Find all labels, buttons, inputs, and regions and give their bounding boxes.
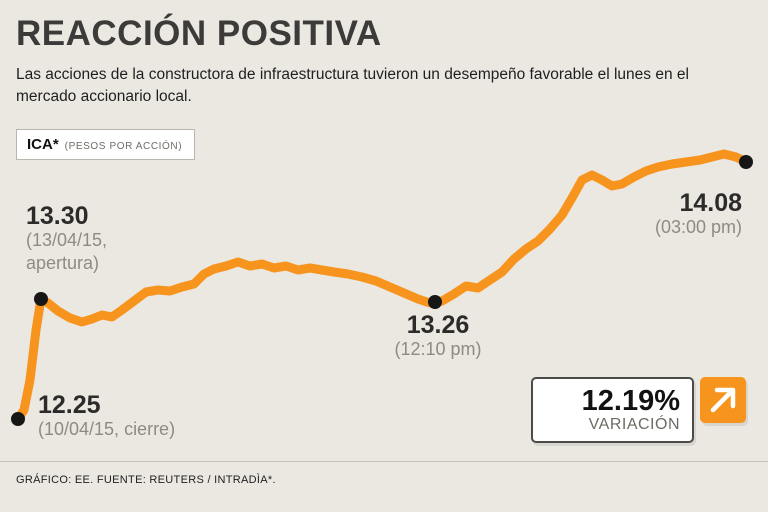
annotation-previous-close: 12.25 (10/04/15, cierre)	[38, 392, 175, 441]
page-title: REACCIÓN POSITIVA	[16, 14, 382, 53]
variation-badge: 12.19% VARIACIÓN	[531, 377, 694, 443]
price-sublabel: (03:00 pm)	[654, 217, 742, 238]
ticker-unit-label: (PESOS POR ACCIÓN)	[64, 141, 183, 152]
variation-value: 12.19%	[581, 384, 680, 417]
price-value: 13.26	[406, 311, 470, 339]
source-credit: GRÁFICO: EE. FUENTE: REUTERS / INTRADÌA*…	[16, 474, 276, 486]
arrow-up-right-icon	[700, 377, 746, 423]
price-value: 14.08	[679, 189, 742, 217]
price-value: 13.30	[26, 202, 89, 230]
price-sublabel: apertura)	[26, 252, 100, 273]
price-sublabel: (10/04/15, cierre)	[38, 419, 176, 440]
price-sublabel: (13/04/15,	[26, 230, 108, 251]
arrow-up-right-glyph	[710, 387, 736, 413]
ticker-label: ICA*	[27, 136, 59, 153]
annotation-opening-price: 13.30 (13/04/15, apertura)	[26, 203, 107, 274]
subtitle-text: Las acciones de la constructora de infra…	[16, 66, 689, 105]
price-sublabel: (12:10 pm)	[394, 339, 482, 360]
series-legend: ICA* (PESOS POR ACCIÓN)	[16, 129, 196, 160]
variation-label: VARIACIÓN	[588, 416, 680, 434]
footer-bar: GRÁFICO: EE. FUENTE: REUTERS / INTRADÌA*…	[0, 461, 768, 512]
annotation-closing-price: 14.08 (03:00 pm)	[655, 190, 742, 239]
annotation-midday-dip: 13.26 (12:10 pm)	[377, 312, 499, 361]
price-value: 12.25	[38, 391, 101, 419]
